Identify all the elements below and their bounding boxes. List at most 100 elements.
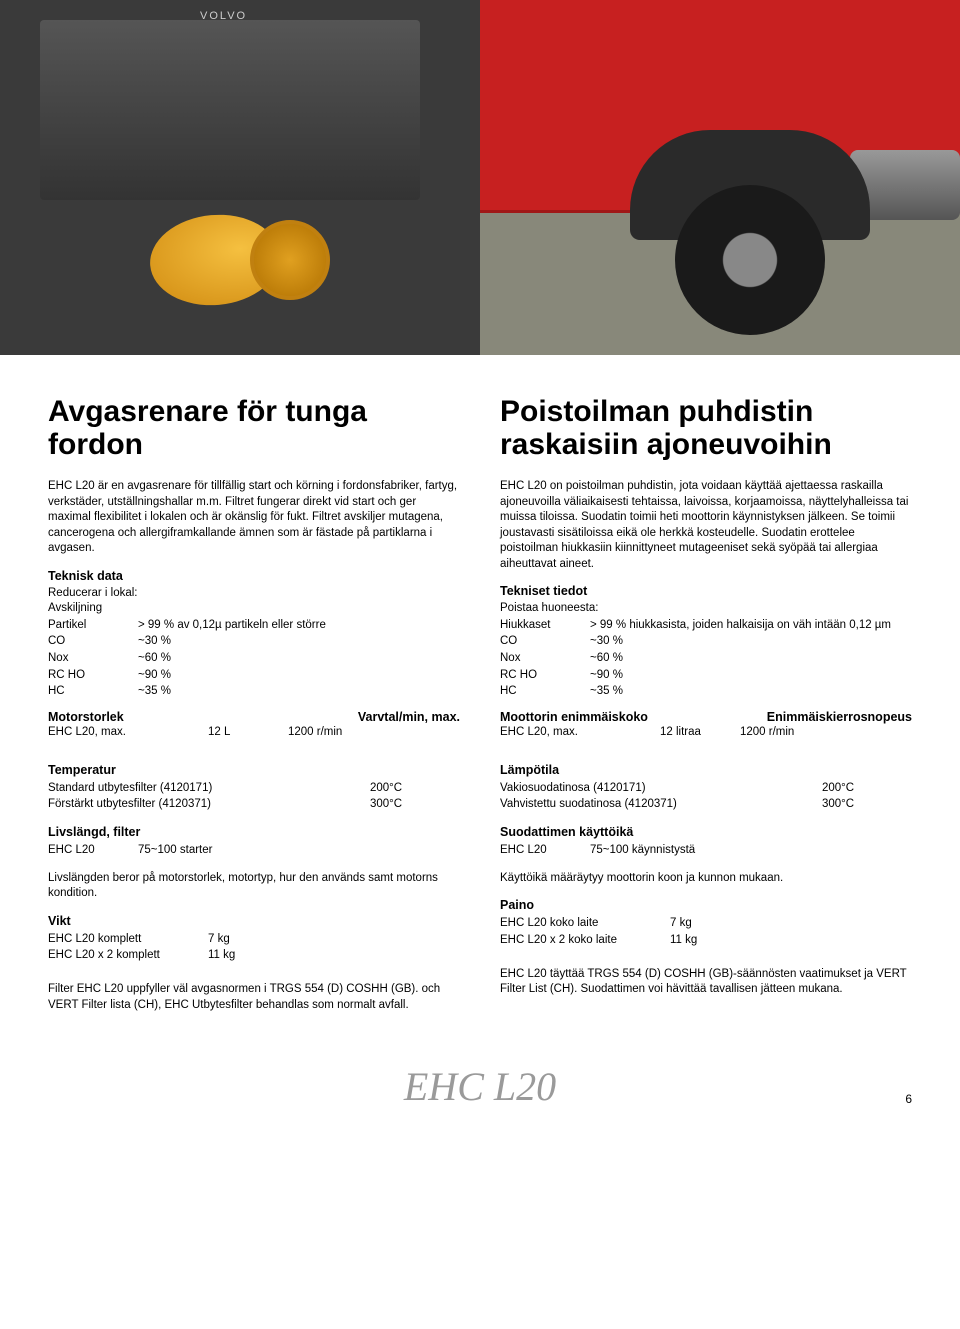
spec-val: > 99 % hiukkasista, joiden halkaisija on… <box>590 617 912 634</box>
temp-a: Förstärkt utbytesfilter (4120371) <box>48 796 370 813</box>
spec-key: HC <box>500 683 590 700</box>
brand-badge: VOLVO <box>200 10 247 22</box>
spec-row: RC HO~90 % <box>500 667 912 684</box>
model-name: EHC L20 <box>404 1064 556 1109</box>
spec-key: Hiukkaset <box>500 617 590 634</box>
motor-head-b: Enimmäiskierrosnopeus <box>767 710 912 724</box>
compliance-fi: EHC L20 täyttää TRGS 554 (D) COSHH (GB)-… <box>500 967 912 998</box>
page-number: 6 <box>905 1092 912 1106</box>
weight-b: 11 kg <box>208 947 460 964</box>
spec-key: Nox <box>500 650 590 667</box>
spec-val: ~35 % <box>590 683 912 700</box>
spec-row: HC~35 % <box>48 683 460 700</box>
weight-b: 7 kg <box>670 915 912 932</box>
temp-a: Standard utbytesfilter (4120171) <box>48 780 370 797</box>
weight-a: EHC L20 x 2 komplett <box>48 947 208 964</box>
temp-b: 300°C <box>822 796 912 813</box>
motor-c2: 12 L <box>208 724 288 741</box>
avskiljning: Avskiljning <box>48 601 460 617</box>
title-fi: Poistoilman puhdistin raskaisiin ajoneuv… <box>500 395 912 461</box>
hero-image: VOLVO <box>0 0 960 355</box>
weight-row: EHC L20 koko laite7 kg <box>500 915 912 932</box>
weight-b: 11 kg <box>670 932 912 949</box>
column-finnish: Poistoilman puhdistin raskaisiin ajoneuv… <box>500 395 912 1013</box>
spec-key: HC <box>48 683 138 700</box>
spec-row: RC HO~90 % <box>48 667 460 684</box>
compliance-sv: Filter EHC L20 uppfyller väl avgasnormen… <box>48 982 460 1013</box>
spec-key: Partikel <box>48 617 138 634</box>
motor-c3: 1200 r/min <box>740 724 912 741</box>
life-a: EHC L20 <box>48 842 138 859</box>
motor-head-a: Moottorin enimmäiskoko <box>500 710 767 724</box>
truck-right <box>480 0 960 355</box>
title-sv: Avgasrenare för tunga fordon <box>48 395 460 461</box>
spec-val: ~90 % <box>138 667 460 684</box>
spec-val: ~90 % <box>590 667 912 684</box>
temp-a: Vahvistettu suodatinosa (4120371) <box>500 796 822 813</box>
motor-row-fi: EHC L20, max. 12 litraa 1200 r/min <box>500 724 912 741</box>
weight-row: EHC L20 x 2 komplett11 kg <box>48 947 460 964</box>
weight-label-fi: Paino <box>500 898 912 912</box>
column-swedish: Avgasrenare för tunga fordon EHC L20 är … <box>48 395 460 1013</box>
spec-row: Partikel> 99 % av 0,12µ partikeln eller … <box>48 617 460 634</box>
spec-key: RC HO <box>48 667 138 684</box>
spec-key: Nox <box>48 650 138 667</box>
life-a: EHC L20 <box>500 842 590 859</box>
spec-key: CO <box>500 633 590 650</box>
truck-panel <box>40 20 420 200</box>
temp-row: Vahvistettu suodatinosa (4120371)300°C <box>500 796 912 813</box>
spec-val: ~35 % <box>138 683 460 700</box>
spec-val: ~30 % <box>138 633 460 650</box>
life-note-fi: Käyttöikä määräytyy moottorin koon ja ku… <box>500 871 912 887</box>
temp-row: Vakiosuodatinosa (4120171)200°C <box>500 780 912 797</box>
intro-fi: EHC L20 on poistoilman puhdistin, jota v… <box>500 479 912 572</box>
weight-a: EHC L20 komplett <box>48 931 208 948</box>
motor-head-b: Varvtal/min, max. <box>358 710 460 724</box>
tech-label-sv: Teknisk data <box>48 569 460 583</box>
filter-endcap <box>250 220 330 300</box>
content-columns: Avgasrenare för tunga fordon EHC L20 är … <box>0 355 960 1033</box>
motor-headers-fi: Moottorin enimmäiskoko Enimmäiskierrosno… <box>500 710 912 724</box>
temp-b: 200°C <box>822 780 912 797</box>
temp-row: Förstärkt utbytesfilter (4120371)300°C <box>48 796 460 813</box>
temp-row: Standard utbytesfilter (4120171)200°C <box>48 780 460 797</box>
spec-val: ~60 % <box>590 650 912 667</box>
spec-row: CO~30 % <box>500 633 912 650</box>
motor-c1: EHC L20, max. <box>48 724 208 741</box>
weight-label-sv: Vikt <box>48 914 460 928</box>
life-b: 75~100 starter <box>138 842 460 859</box>
motor-head-a: Motorstorlek <box>48 710 358 724</box>
reduces-label-fi: Poistaa huoneesta: <box>500 601 912 617</box>
weight-b: 7 kg <box>208 931 460 948</box>
motor-headers-sv: Motorstorlek Varvtal/min, max. <box>48 710 460 724</box>
temp-a: Vakiosuodatinosa (4120171) <box>500 780 822 797</box>
spec-key: RC HO <box>500 667 590 684</box>
weight-row: EHC L20 komplett7 kg <box>48 931 460 948</box>
weight-a: EHC L20 koko laite <box>500 915 670 932</box>
life-note-sv: Livslängden beror på motorstorlek, motor… <box>48 871 460 902</box>
spec-key: CO <box>48 633 138 650</box>
exhaust-filter-device <box>120 195 280 315</box>
life-label-fi: Suodattimen käyttöikä <box>500 825 912 839</box>
temp-label-sv: Temperatur <box>48 763 460 777</box>
footer: EHC L20 6 <box>0 1033 960 1130</box>
motor-row-sv: EHC L20, max. 12 L 1200 r/min <box>48 724 460 741</box>
intro-sv: EHC L20 är en avgasrenare för tillfällig… <box>48 479 460 557</box>
temp-label-fi: Lämpötila <box>500 763 912 777</box>
life-label-sv: Livslängd, filter <box>48 825 460 839</box>
spec-row: Nox~60 % <box>500 650 912 667</box>
weight-a: EHC L20 x 2 koko laite <box>500 932 670 949</box>
motor-c3: 1200 r/min <box>288 724 460 741</box>
life-row-sv: EHC L2075~100 starter <box>48 842 460 859</box>
spec-row: HC~35 % <box>500 683 912 700</box>
reduces-label-sv: Reducerar i lokal: <box>48 586 460 602</box>
tech-label-fi: Tekniset tiedot <box>500 584 912 598</box>
life-row-fi: EHC L2075~100 käynnistystä <box>500 842 912 859</box>
temp-b: 200°C <box>370 780 460 797</box>
spec-row: CO~30 % <box>48 633 460 650</box>
spec-val: ~60 % <box>138 650 460 667</box>
motor-c2: 12 litraa <box>660 724 740 741</box>
wheel <box>675 185 825 335</box>
spec-val: ~30 % <box>590 633 912 650</box>
weight-row: EHC L20 x 2 koko laite11 kg <box>500 932 912 949</box>
